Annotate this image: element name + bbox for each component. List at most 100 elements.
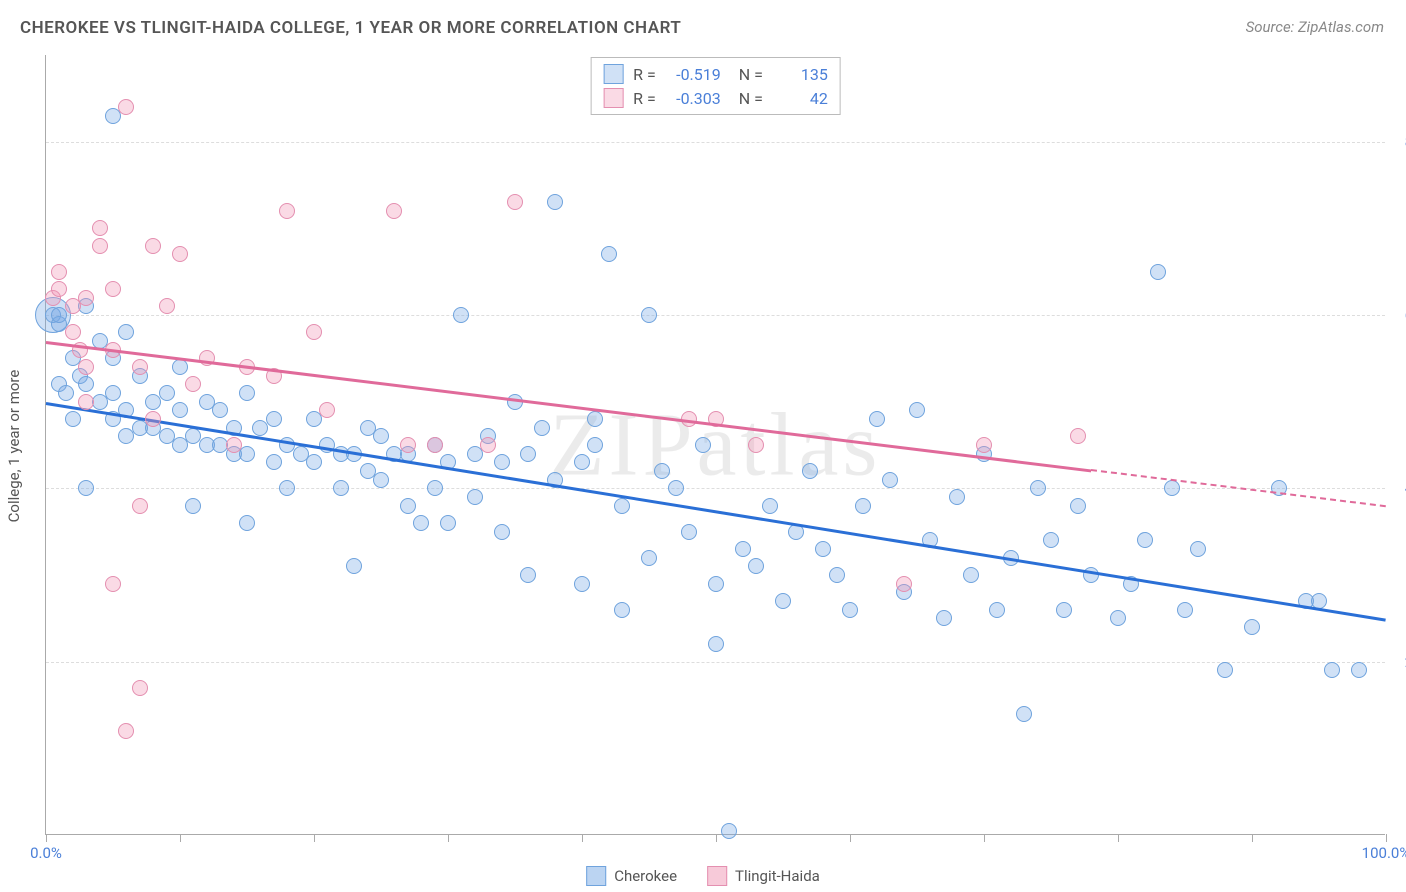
scatter-point: [400, 498, 416, 514]
legend-item: Cherokee: [586, 866, 677, 886]
scatter-point: [105, 281, 121, 297]
xtick: [716, 834, 717, 842]
scatter-point: [58, 385, 74, 401]
ytick-label: 20.0%: [1390, 653, 1406, 671]
stats-legend-box: R =-0.519 N =135R =-0.303 N =42: [590, 57, 841, 115]
scatter-point: [587, 437, 603, 453]
scatter-point: [319, 402, 335, 418]
scatter-point: [185, 376, 201, 392]
scatter-point: [708, 576, 724, 592]
scatter-point: [467, 489, 483, 505]
scatter-point: [494, 524, 510, 540]
scatter-point: [1070, 498, 1086, 514]
scatter-point: [869, 411, 885, 427]
scatter-point: [842, 602, 858, 618]
scatter-point: [520, 446, 536, 462]
legend-swatch: [586, 866, 606, 886]
scatter-point: [427, 437, 443, 453]
scatter-point: [400, 437, 416, 453]
scatter-point: [239, 385, 255, 401]
scatter-point: [815, 541, 831, 557]
scatter-point: [427, 480, 443, 496]
scatter-point: [855, 498, 871, 514]
scatter-point: [695, 437, 711, 453]
scatter-point: [1110, 610, 1126, 626]
scatter-point: [708, 636, 724, 652]
scatter-point: [172, 246, 188, 262]
xtick: [180, 834, 181, 842]
grid-line: [46, 662, 1385, 663]
scatter-point: [1177, 602, 1193, 618]
scatter-point: [118, 723, 134, 739]
legend-label: Tlingit-Haida: [735, 867, 820, 885]
scatter-point: [480, 437, 496, 453]
scatter-point: [1244, 619, 1260, 635]
scatter-point: [949, 489, 965, 505]
scatter-point: [587, 411, 603, 427]
scatter-point: [963, 567, 979, 583]
scatter-point: [547, 194, 563, 210]
stat-r-value: -0.303: [666, 89, 721, 108]
scatter-point: [266, 411, 282, 427]
scatter-point: [373, 472, 389, 488]
xtick: [1252, 834, 1253, 842]
scatter-point: [413, 515, 429, 531]
scatter-point: [1070, 428, 1086, 444]
legend-swatch: [707, 866, 727, 886]
stats-row: R =-0.303 N =42: [603, 86, 828, 110]
scatter-point: [507, 194, 523, 210]
scatter-point: [159, 385, 175, 401]
xtick: [1386, 834, 1387, 842]
scatter-point: [1016, 706, 1032, 722]
stat-n-label: N =: [731, 89, 763, 108]
source-attribution: Source: ZipAtlas.com: [1246, 18, 1384, 36]
scatter-point: [306, 454, 322, 470]
scatter-point: [748, 437, 764, 453]
scatter-point: [534, 420, 550, 436]
scatter-point: [520, 567, 536, 583]
scatter-point: [1043, 532, 1059, 548]
scatter-point: [668, 480, 684, 496]
scatter-point: [92, 238, 108, 254]
scatter-point: [775, 593, 791, 609]
scatter-point: [721, 823, 737, 839]
stats-row: R =-0.519 N =135: [603, 62, 828, 86]
ytick-label: 60.0%: [1390, 306, 1406, 324]
scatter-point: [145, 238, 161, 254]
xtick-label: 100.0%: [1362, 844, 1406, 862]
scatter-point: [453, 307, 469, 323]
scatter-point: [976, 437, 992, 453]
scatter-point: [78, 480, 94, 496]
grid-line: [46, 488, 1385, 489]
scatter-point: [78, 359, 94, 375]
scatter-point: [92, 220, 108, 236]
scatter-point: [681, 524, 697, 540]
xtick: [1118, 834, 1119, 842]
scatter-point: [735, 541, 751, 557]
scatter-point: [51, 281, 67, 297]
scatter-point: [145, 411, 161, 427]
scatter-point: [239, 446, 255, 462]
xtick: [850, 834, 851, 842]
scatter-point: [333, 480, 349, 496]
scatter-point: [78, 394, 94, 410]
scatter-point: [212, 402, 228, 418]
scatter-point: [266, 454, 282, 470]
scatter-point: [279, 480, 295, 496]
scatter-point: [1324, 662, 1340, 678]
scatter-point: [654, 463, 670, 479]
scatter-point: [641, 307, 657, 323]
scatter-point: [614, 498, 630, 514]
legend-swatch: [603, 64, 623, 84]
chart-title: CHEROKEE VS TLINGIT-HAIDA COLLEGE, 1 YEA…: [20, 18, 681, 38]
xtick: [314, 834, 315, 842]
scatter-point: [118, 324, 134, 340]
scatter-point: [172, 402, 188, 418]
ytick-label: 40.0%: [1390, 479, 1406, 497]
scatter-point: [132, 359, 148, 375]
scatter-point: [65, 324, 81, 340]
scatter-point: [346, 558, 362, 574]
scatter-point: [882, 472, 898, 488]
stat-n-label: N =: [731, 65, 763, 84]
scatter-point: [1030, 480, 1046, 496]
